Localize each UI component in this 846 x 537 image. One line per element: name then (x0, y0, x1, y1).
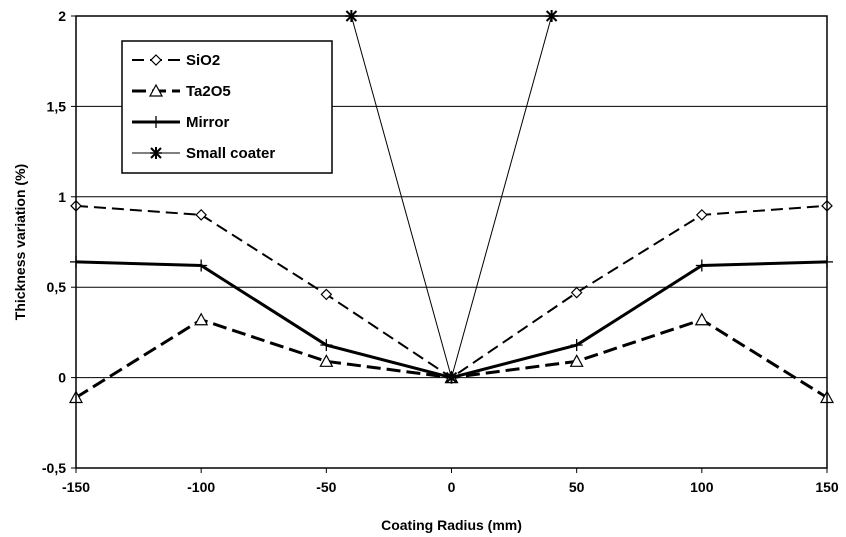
series-line-mirror (75, 260, 828, 380)
y-tick-label: 1 (58, 189, 66, 205)
data-point-mirror-2 (320, 339, 333, 352)
legend-marker (150, 147, 162, 159)
x-tick-label: 100 (690, 479, 714, 495)
x-axis-title: Coating Radius (mm) (381, 517, 522, 533)
data-point-ta2o5-5 (694, 312, 709, 326)
y-axis-title: Thickness variation (%) (12, 164, 28, 320)
data-point-ta2o5-4 (569, 354, 584, 367)
y-axis-ticks: -0,5 0 0,5 1 1,5 2 (42, 8, 76, 476)
series-line-ta2o5 (75, 318, 828, 399)
data-point-ta2o5-2 (319, 354, 334, 367)
x-tick-label: -150 (62, 479, 90, 495)
data-point-sio2-5 (695, 209, 708, 221)
data-point-sio2-1 (195, 209, 208, 221)
legend-item-ta2o5: Ta2O5 (132, 83, 231, 100)
legend-marker (150, 116, 162, 128)
legend-label: SiO2 (186, 52, 220, 69)
series-line-sio2 (75, 204, 828, 379)
x-tick-label: 50 (569, 479, 585, 495)
x-tick-label: -100 (187, 479, 215, 495)
y-tick-label: 0 (58, 370, 66, 386)
legend-label: Ta2O5 (186, 83, 231, 100)
y-tick-label: 2 (58, 8, 66, 24)
x-tick-label: -50 (316, 479, 336, 495)
y-tick-label: -0,5 (42, 460, 66, 476)
legend-marker (148, 83, 164, 97)
data-point-ta2o5-1 (194, 312, 209, 326)
data-point-mirror-5 (695, 259, 708, 272)
series-mirror (70, 255, 833, 384)
data-point-mirror-1 (195, 259, 208, 272)
x-axis-ticks: -150 -100 -50 0 50 100 150 (62, 468, 839, 495)
legend: SiO2 Ta2O5 Mirror Small coater (121, 40, 333, 174)
legend-label: Mirror (186, 114, 230, 131)
legend-item-small-coater: Small coater (132, 145, 275, 162)
legend-item-sio2: SiO2 (132, 52, 220, 69)
legend-label: Small coater (186, 145, 275, 162)
x-tick-label: 0 (448, 479, 456, 495)
data-point-sio2-4 (570, 286, 583, 299)
data-point-mirror-4 (570, 339, 583, 352)
y-tick-label: 0,5 (47, 279, 67, 295)
legend-item-mirror: Mirror (132, 114, 230, 131)
data-point-small-coater-1 (445, 371, 458, 384)
series-sio2 (70, 199, 833, 384)
data-point-sio2-2 (320, 288, 333, 301)
x-tick-label: 150 (815, 479, 839, 495)
y-tick-label: 1,5 (47, 98, 67, 114)
legend-marker (150, 54, 162, 66)
series-ta2o5 (68, 312, 835, 404)
